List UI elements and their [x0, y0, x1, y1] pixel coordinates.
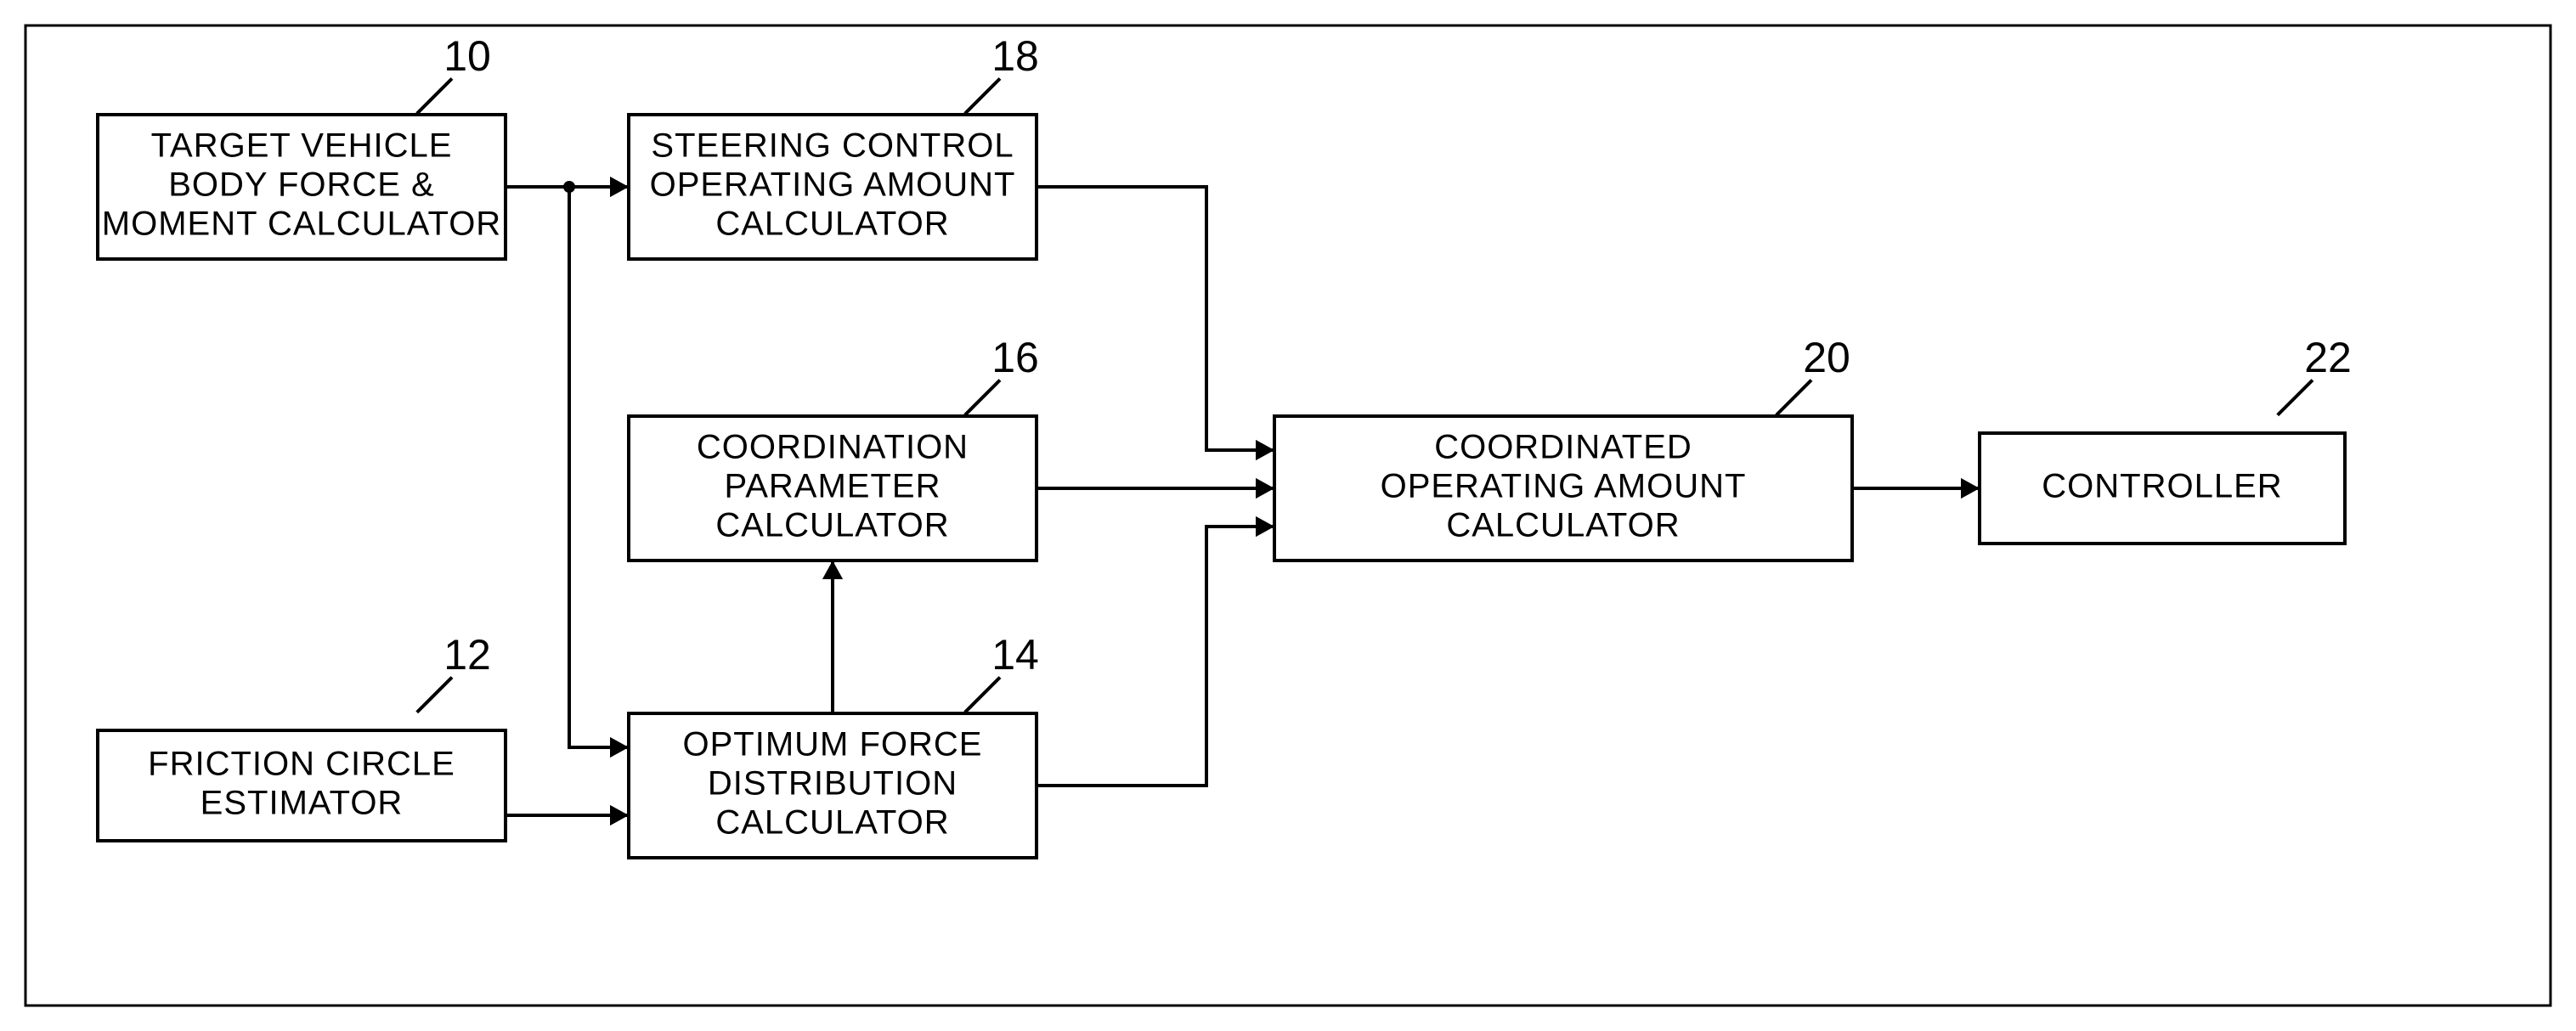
block-label-b16-l0: COORDINATION: [697, 429, 969, 466]
block-label-b18-l1: OPERATING AMOUNT: [650, 166, 1016, 204]
block-label-b18-l2: CALCULATOR: [715, 206, 949, 243]
block-b10: 10 TARGET VEHICLEBODY FORCE &MOMENT CALCU…: [98, 32, 506, 259]
arrowhead: [1256, 478, 1274, 499]
block-label-b10-l1: BODY FORCE &: [168, 166, 435, 204]
ref-tick: [965, 380, 1000, 415]
block-label-b22-l0: CONTROLLER: [2042, 468, 2282, 505]
edge-18-20: [1037, 187, 1274, 450]
block-ref-b12: 12: [443, 631, 491, 679]
edge-14-20: [1037, 527, 1274, 786]
edge-10-14: [569, 187, 629, 747]
arrowhead: [610, 177, 629, 197]
ref-tick: [417, 678, 452, 713]
block-label-b12-l0: FRICTION CIRCLE: [148, 746, 455, 783]
block-label-b20-l0: COORDINATED: [1434, 429, 1692, 466]
block-label-b12-l1: ESTIMATOR: [201, 785, 404, 822]
arrowhead: [1256, 516, 1274, 537]
arrowhead: [822, 561, 843, 579]
arrowhead: [610, 805, 629, 825]
ref-tick: [2278, 380, 2313, 415]
ref-tick: [965, 79, 1000, 114]
block-b18: 18 STEERING CONTROLOPERATING AMOUNTCALCUL…: [629, 32, 1039, 259]
arrowhead: [1961, 478, 1980, 499]
block-label-b14-l1: DISTRIBUTION: [708, 765, 958, 803]
ref-tick: [417, 79, 452, 114]
ref-tick: [965, 678, 1000, 713]
block-ref-b16: 16: [991, 334, 1039, 381]
block-label-b10-l0: TARGET VEHICLE: [151, 127, 453, 165]
block-b22: 22 CONTROLLER: [1980, 334, 2352, 544]
block-label-b14-l0: OPTIMUM FORCE: [683, 726, 983, 763]
block-label-b20-l1: OPERATING AMOUNT: [1381, 468, 1747, 505]
block-b12: 12 FRICTION CIRCLEESTIMATOR: [98, 631, 506, 841]
block-ref-b14: 14: [991, 631, 1039, 679]
arrowhead: [610, 737, 629, 758]
block-label-b16-l1: PARAMETER: [725, 468, 941, 505]
block-ref-b22: 22: [2304, 334, 2352, 381]
block-ref-b10: 10: [443, 32, 491, 80]
block-label-b16-l2: CALCULATOR: [715, 507, 949, 544]
block-label-b18-l0: STEERING CONTROL: [651, 127, 1014, 165]
block-label-b20-l2: CALCULATOR: [1446, 507, 1680, 544]
arrowhead: [1256, 440, 1274, 460]
block-b16: 16 COORDINATIONPARAMETERCALCULATOR: [629, 334, 1039, 561]
block-label-b14-l2: CALCULATOR: [715, 804, 949, 842]
block-label-b10-l2: MOMENT CALCULATOR: [102, 206, 501, 243]
junction: [563, 181, 575, 193]
ref-tick: [1777, 380, 1811, 415]
block-b20: 20 COORDINATEDOPERATING AMOUNTCALCULATOR: [1274, 334, 1852, 561]
block-ref-b18: 18: [991, 32, 1039, 80]
block-ref-b20: 20: [1803, 334, 1850, 381]
